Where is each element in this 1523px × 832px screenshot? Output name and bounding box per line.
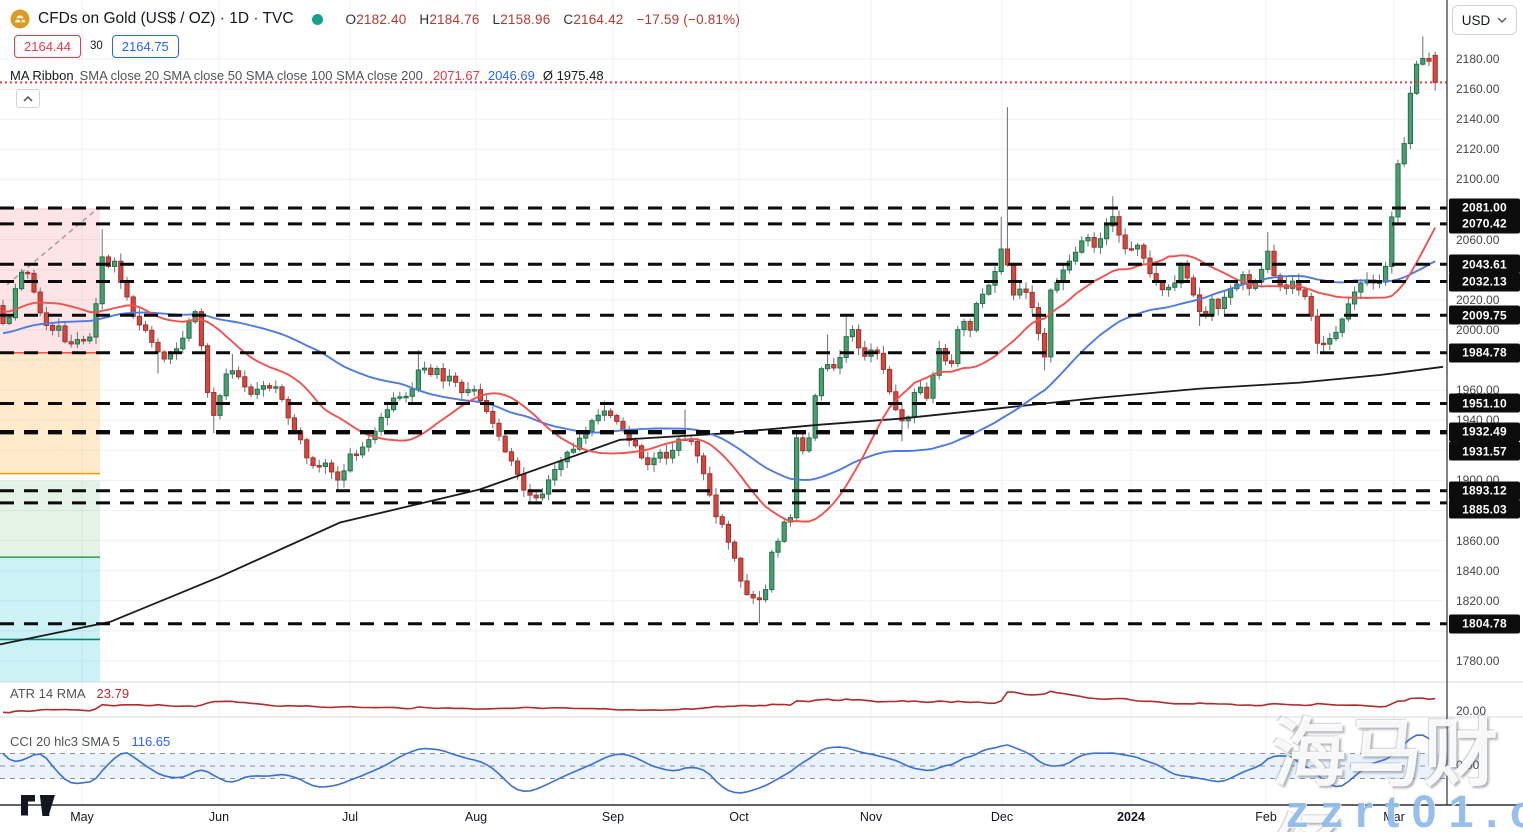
chevron-up-icon	[23, 95, 33, 102]
price-level-badge: 1804.78	[1449, 614, 1520, 634]
price-axis-label: 1840.00	[1456, 563, 1500, 578]
price-level-badge: 2070.42	[1449, 214, 1520, 234]
time-axis-label: Mar	[1383, 810, 1405, 824]
time-axis-label: Nov	[859, 810, 883, 824]
price-axis-label: 2100.00	[1456, 172, 1500, 187]
price-level-badge: 2009.75	[1449, 305, 1520, 325]
ma50-value: 2046.69	[487, 67, 535, 83]
price-axis-label: 1960.00	[1456, 383, 1500, 398]
tradingview-logo-icon[interactable]	[20, 794, 56, 817]
ma-ribbon-legend[interactable]: MA Ribbon SMA close 20 SMA close 50 SMA …	[10, 66, 604, 84]
cci-label: CCI 20 hlc3 SMA 5	[10, 734, 120, 749]
price-axis-label: 2140.00	[1456, 112, 1500, 127]
price-level-badge: 2043.61	[1449, 254, 1520, 274]
chevron-down-icon	[1497, 17, 1507, 23]
cci-value: 116.65	[131, 734, 171, 749]
price-level-badge: 2032.13	[1449, 272, 1520, 292]
buy-price-box[interactable]: 2164.75	[111, 34, 179, 58]
symbol-legend[interactable]: CFDs on Gold (US$ / OZ) · 1D · TVC O2182…	[10, 7, 740, 31]
price-axis-label: 2180.00	[1456, 52, 1500, 66]
candles	[0, 36, 1438, 624]
collapse-legend-button[interactable]	[16, 89, 40, 108]
time-axis-label: Sep	[601, 810, 625, 824]
price-axis-label: 1860.00	[1456, 533, 1500, 548]
price-axis-label: 2060.00	[1456, 232, 1500, 247]
time-axis-label: Dec	[990, 810, 1014, 824]
price-level-badge: 1984.78	[1449, 343, 1520, 363]
time-axis-label: Oct	[729, 810, 749, 824]
currency-label: USD	[1461, 12, 1491, 28]
market-status-icon	[311, 13, 323, 25]
price-level-badge: 1932.49	[1449, 422, 1520, 441]
time-axis-label: Feb	[1255, 810, 1277, 824]
price-axis-label: 1820.00	[1456, 593, 1500, 608]
price-level-badge: 1931.57	[1449, 441, 1520, 461]
atr-label: ATR 14 RMA	[10, 686, 85, 701]
price-level-badge: 1951.10	[1449, 393, 1520, 413]
atr-value: 23.79	[96, 686, 130, 701]
ma-ribbon-params: SMA close 20 SMA close 50 SMA close 100 …	[79, 67, 423, 83]
atr-legend[interactable]: ATR 14 RMA 23.79	[10, 686, 129, 701]
ohlc-values: O2182.40 H2184.76 L2158.96 C2164.42 −17.…	[345, 11, 741, 27]
indicator-axis-label: 0.00	[1456, 758, 1480, 772]
price-axis-label: 2020.00	[1456, 292, 1500, 307]
price-axis-label: 2000.00	[1456, 322, 1500, 337]
ma-avg-value: Ø 1975.48	[542, 67, 604, 83]
time-axis-label: 2024	[1117, 810, 1145, 824]
price-axis-label: 1780.00	[1456, 654, 1500, 668]
price-level-badge: 2081.00	[1449, 198, 1520, 218]
cci-legend[interactable]: CCI 20 hlc3 SMA 5 116.65	[10, 734, 170, 749]
price-alert-row: 2164.44 30 2164.75	[14, 33, 179, 59]
currency-dropdown[interactable]: USD	[1452, 5, 1517, 35]
time-axis-label: Jul	[342, 810, 358, 824]
time-axis-label: May	[70, 810, 94, 824]
change-value: −17.59 (−0.81%)	[636, 11, 741, 27]
gold-coin-icon	[10, 9, 30, 29]
price-axis-label: 2120.00	[1456, 142, 1500, 157]
sell-price-box[interactable]: 2164.44	[14, 34, 81, 58]
price-level-badge: 1893.12	[1449, 481, 1520, 501]
time-axis-label: Aug	[464, 810, 488, 824]
indicator-axis-label: 20.00	[1456, 704, 1487, 718]
ma-ribbon-title: MA Ribbon	[10, 67, 74, 83]
spread-value: 30	[90, 40, 103, 52]
price-axis-label: 2160.00	[1456, 82, 1500, 97]
ma20-value: 2071.67	[432, 67, 480, 83]
symbol-title: CFDs on Gold (US$ / OZ) · 1D · TVC	[38, 10, 294, 27]
price-level-badge: 1885.03	[1449, 499, 1520, 519]
time-axis-label: Jun	[208, 810, 230, 824]
